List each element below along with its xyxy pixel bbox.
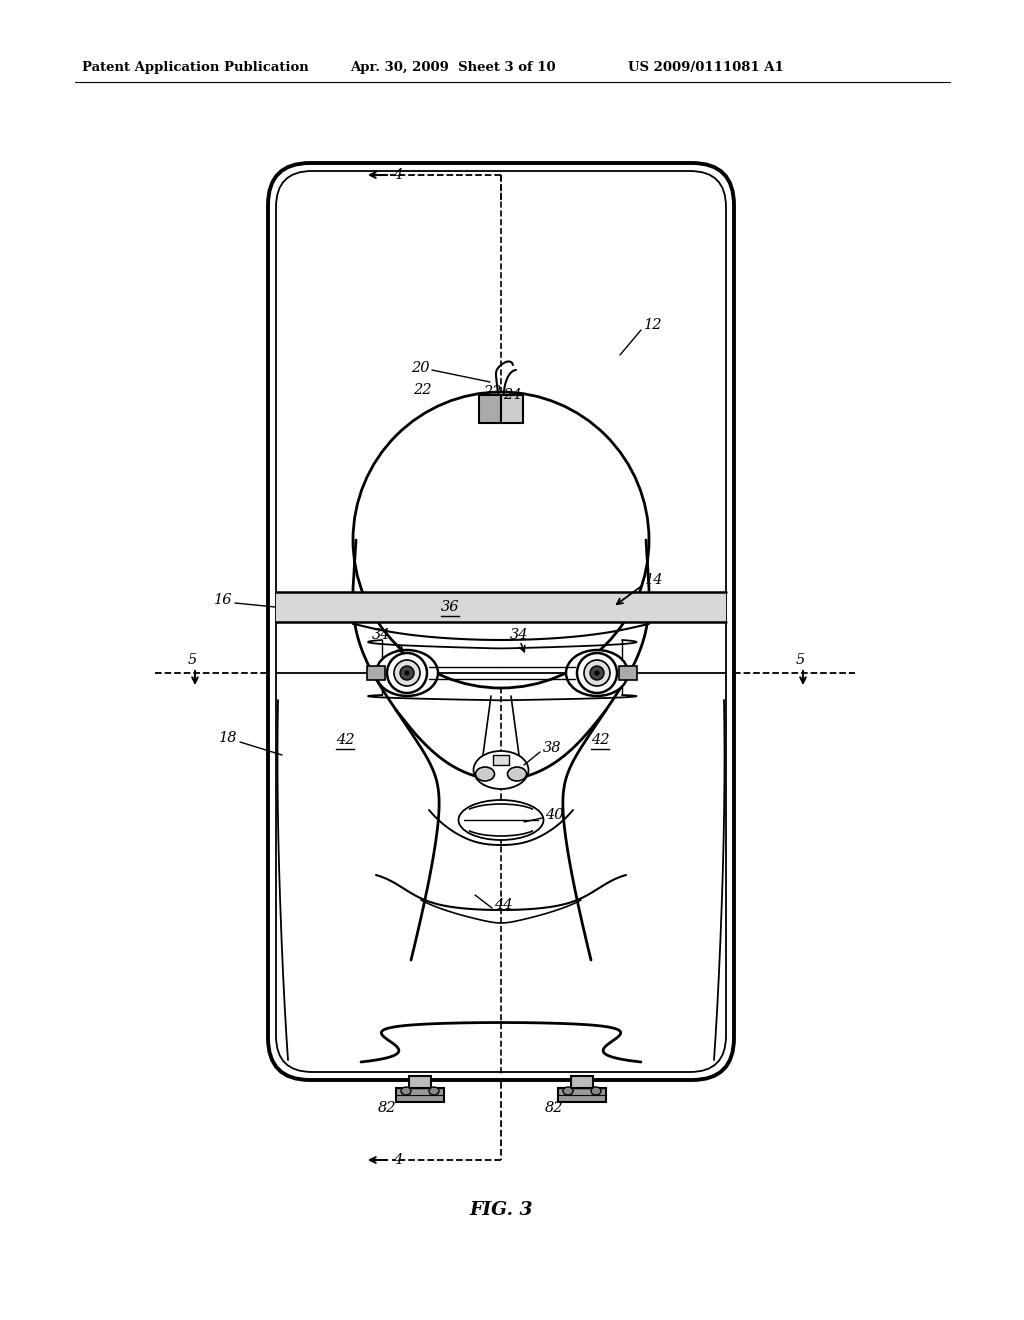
Text: US 2009/0111081 A1: US 2009/0111081 A1 [628, 62, 783, 74]
Text: 42: 42 [591, 733, 609, 747]
Bar [493, 755, 509, 766]
Text: 4: 4 [393, 168, 402, 182]
Ellipse shape [473, 751, 528, 789]
Ellipse shape [563, 1086, 573, 1096]
Text: 5: 5 [796, 653, 805, 667]
Circle shape [577, 653, 617, 693]
Circle shape [353, 392, 649, 688]
Text: 36: 36 [440, 601, 459, 614]
Text: 4: 4 [393, 1152, 402, 1167]
Text: 5: 5 [187, 653, 197, 667]
Bar [618, 667, 637, 680]
Bar [276, 591, 726, 622]
Text: 82: 82 [378, 1101, 396, 1115]
Text: FIG. 3: FIG. 3 [469, 1201, 532, 1218]
FancyBboxPatch shape [268, 162, 734, 1080]
Ellipse shape [401, 1086, 411, 1096]
Text: 38: 38 [543, 741, 561, 755]
Text: 40: 40 [545, 808, 563, 822]
Circle shape [584, 660, 610, 686]
FancyBboxPatch shape [276, 172, 726, 1072]
Text: Apr. 30, 2009  Sheet 3 of 10: Apr. 30, 2009 Sheet 3 of 10 [350, 62, 556, 74]
Text: 20: 20 [412, 360, 430, 375]
Ellipse shape [429, 1086, 439, 1096]
Text: 22: 22 [414, 383, 432, 397]
Ellipse shape [376, 649, 438, 696]
Ellipse shape [566, 649, 628, 696]
Circle shape [590, 667, 604, 680]
Bar [571, 1076, 593, 1088]
Bar [396, 1088, 444, 1102]
Text: 44: 44 [494, 898, 512, 912]
Text: 24: 24 [503, 388, 521, 403]
Text: 34: 34 [510, 628, 528, 642]
Ellipse shape [591, 1086, 601, 1096]
Text: 34: 34 [372, 628, 390, 642]
Bar [558, 1088, 606, 1102]
Text: 16: 16 [213, 593, 232, 607]
Text: 12: 12 [644, 318, 663, 333]
Ellipse shape [459, 800, 544, 840]
Circle shape [394, 660, 420, 686]
Text: 22: 22 [483, 385, 502, 399]
Text: 42: 42 [336, 733, 354, 747]
Text: 18: 18 [218, 731, 237, 744]
Bar [367, 667, 385, 680]
Circle shape [595, 671, 599, 676]
Ellipse shape [475, 767, 495, 781]
Circle shape [387, 653, 427, 693]
Text: Patent Application Publication: Patent Application Publication [82, 62, 309, 74]
Ellipse shape [508, 767, 526, 781]
Text: 82: 82 [545, 1101, 563, 1115]
Bar [501, 395, 523, 422]
Circle shape [404, 671, 410, 676]
Bar [409, 1076, 431, 1088]
Text: 14: 14 [645, 573, 664, 587]
Bar [479, 395, 501, 422]
Circle shape [400, 667, 414, 680]
